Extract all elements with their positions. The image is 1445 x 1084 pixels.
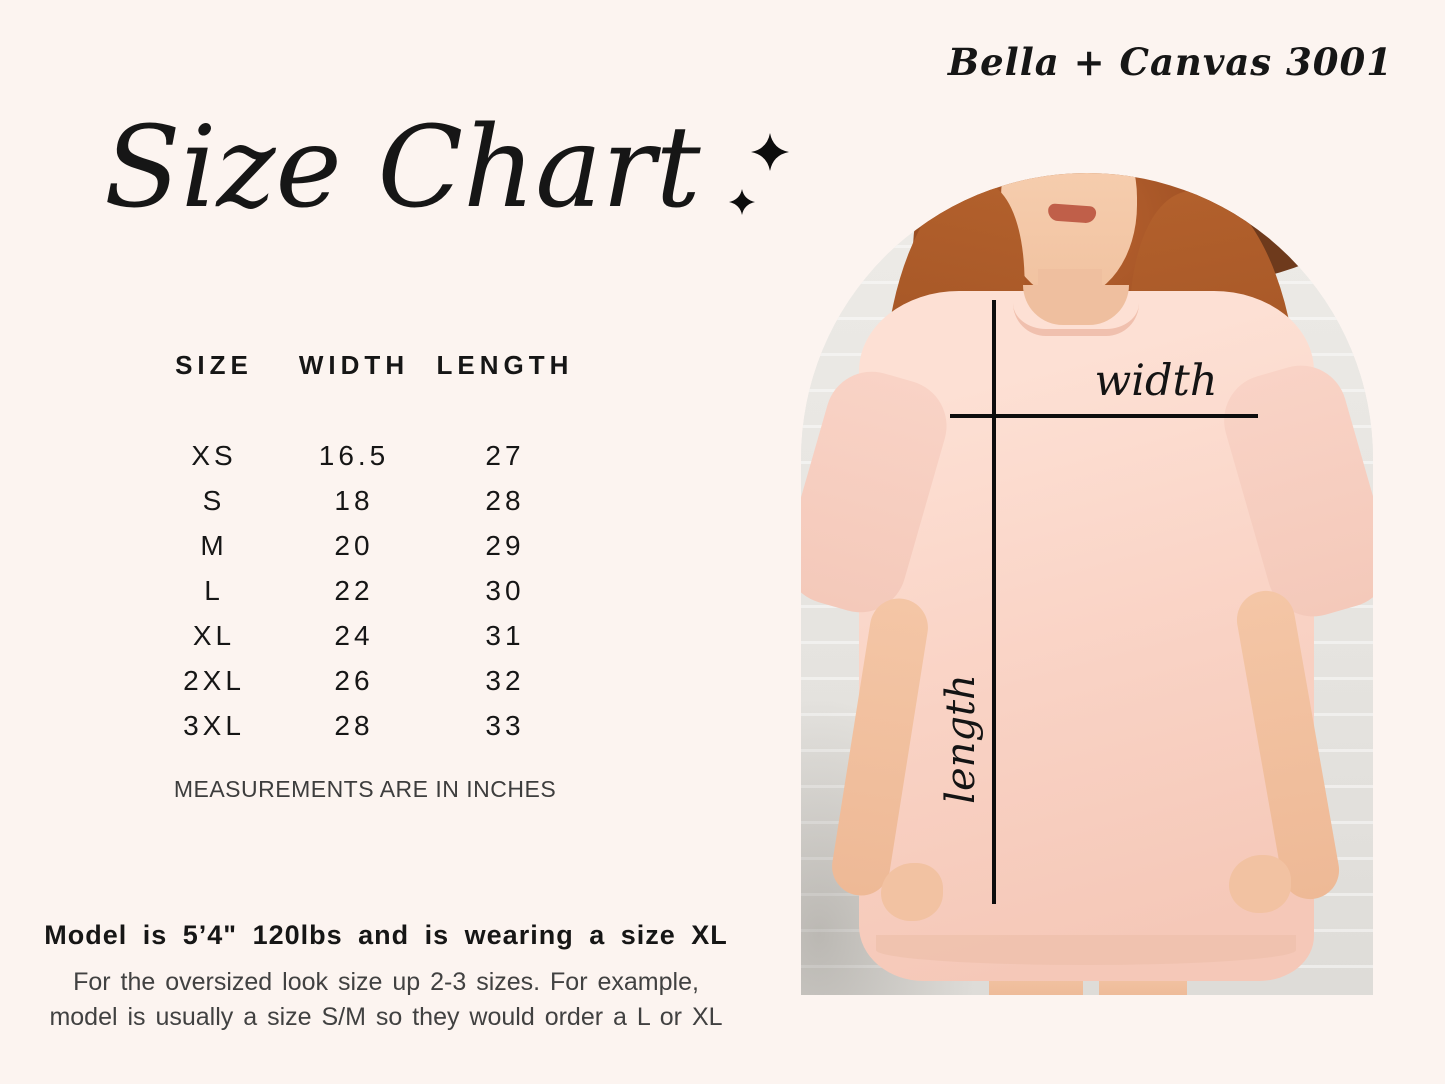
cell-width: 22 — [334, 575, 374, 606]
cell-length: 31 — [485, 620, 525, 651]
cell-length: 32 — [485, 665, 525, 696]
cell-size: S — [202, 485, 226, 516]
cell-length: 28 — [485, 485, 525, 516]
width-label: width — [1094, 356, 1218, 406]
cell-length: 33 — [485, 710, 525, 741]
cell-width: 24 — [334, 620, 374, 651]
table-row: M 20 29 — [130, 523, 600, 568]
tshirt-hem — [876, 935, 1296, 965]
length-label: length — [938, 674, 984, 804]
model-hand — [881, 863, 943, 921]
cell-size: XS — [191, 440, 237, 471]
column-header-size: SIZE — [175, 350, 253, 380]
column-header-length: LENGTH — [436, 350, 574, 380]
column-header-width: WIDTH — [298, 350, 410, 380]
cell-size: 2XL — [183, 665, 245, 696]
model-info-line: Model is 5’4" 120lbs and is wearing a si… — [44, 920, 728, 950]
width-measure-line — [950, 414, 1258, 418]
page-title: Size Chart — [104, 103, 701, 233]
table-row: L 22 30 — [130, 568, 600, 613]
cell-length: 29 — [485, 530, 525, 561]
cell-width: 20 — [334, 530, 374, 561]
size-table: SIZE WIDTH LENGTH XS 16.5 27 S 18 28 M 2… — [130, 350, 600, 748]
model-hand — [1229, 855, 1291, 913]
brand-name: Bella + Canvas 3001 — [947, 40, 1393, 84]
table-row: S 18 28 — [130, 478, 600, 523]
sparkle-stars-icon — [729, 133, 789, 215]
model-photo: width length — [801, 173, 1373, 995]
cell-length: 27 — [485, 440, 525, 471]
cell-size: M — [200, 530, 228, 561]
table-row: XL 24 31 — [130, 613, 600, 658]
model-lips — [1047, 203, 1097, 224]
model-notes: Model is 5’4" 120lbs and is wearing a si… — [30, 920, 742, 1035]
sizing-tip-line2: model is usually a size S/M so they woul… — [49, 1003, 723, 1031]
cell-size: L — [204, 575, 224, 606]
sizing-tip-line1: For the oversized look size up 2-3 sizes… — [73, 968, 699, 996]
cell-width: 26 — [334, 665, 374, 696]
table-row: XS 16.5 27 — [130, 433, 600, 478]
table-row: 2XL 26 32 — [130, 658, 600, 703]
cell-width: 28 — [334, 710, 374, 741]
cell-width: 16.5 — [318, 440, 390, 471]
table-row: 3XL 28 33 — [130, 703, 600, 748]
cell-length: 30 — [485, 575, 525, 606]
length-measure-line — [992, 300, 996, 904]
tshirt-collar — [1013, 303, 1139, 336]
cell-size: 3XL — [183, 710, 245, 741]
size-table-body: XS 16.5 27 S 18 28 M 20 29 L 22 30 XL 24 — [130, 433, 600, 748]
cell-width: 18 — [334, 485, 374, 516]
units-note: MEASUREMENTS ARE IN INCHES — [173, 776, 557, 802]
size-table-header: SIZE WIDTH LENGTH — [130, 350, 600, 381]
cell-size: XL — [192, 620, 236, 651]
